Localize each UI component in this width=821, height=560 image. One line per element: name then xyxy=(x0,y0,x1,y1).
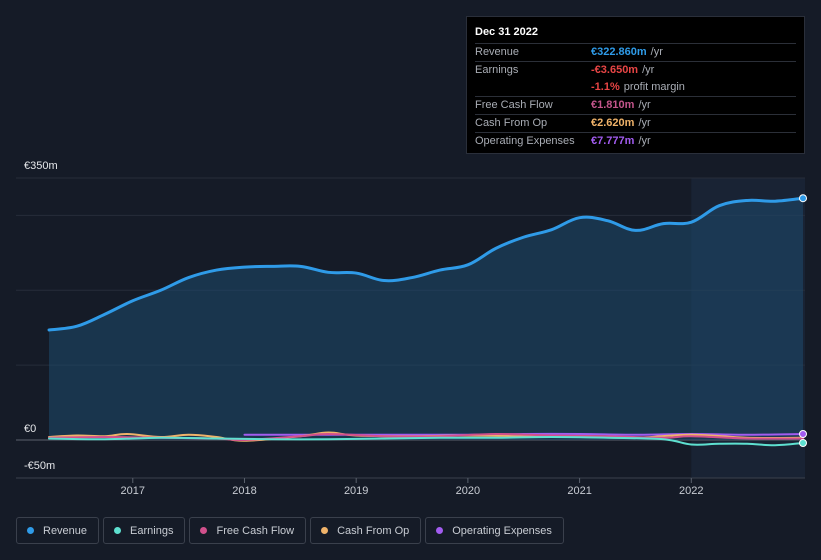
x-tick-label: 2017 xyxy=(121,485,145,497)
x-tick-label: 2020 xyxy=(456,485,480,497)
legend-label: Free Cash Flow xyxy=(216,524,295,537)
y-tick-label-zero: €0 xyxy=(24,423,37,435)
earnings-line xyxy=(48,436,804,447)
tooltip-row-unit: /yr xyxy=(638,135,651,147)
revenue-end-marker xyxy=(799,194,807,203)
tooltip-row: -1.1% profit margin xyxy=(475,79,796,96)
tooltip-row-unit: profit margin xyxy=(623,81,685,93)
legend-label: Earnings xyxy=(130,524,174,537)
legend-label: Cash From Op xyxy=(337,524,410,537)
revenue-area xyxy=(49,198,803,440)
legend-item-earnings[interactable]: Earnings xyxy=(103,517,186,544)
tooltip-row-label: Earnings xyxy=(475,64,519,76)
tooltip-row: Earnings -€3.650m/yr xyxy=(475,61,796,79)
legend-dot-icon xyxy=(436,527,444,534)
tooltip-row-value: €7.777m xyxy=(591,135,635,147)
x-tick-label: 2019 xyxy=(344,485,368,497)
data-tooltip: Dec 31 2022 Revenue €322.860m/yr Earnings -… xyxy=(466,16,805,154)
x-tick-label: 2021 xyxy=(567,485,591,497)
x-axis: 2017 2018 2019 2020 2021 2022 xyxy=(121,478,704,497)
tooltip-row-unit: /yr xyxy=(650,46,663,58)
y-tick-label-bottom: -€50m xyxy=(24,460,56,472)
legend-dot-icon xyxy=(114,527,122,534)
legend-dot-icon xyxy=(200,527,208,534)
tooltip-row-value: €1.810m xyxy=(591,99,635,111)
tooltip-row: Operating Expenses €7.777m/yr xyxy=(475,132,796,150)
tooltip-row: Cash From Op €2.620m/yr xyxy=(475,114,796,132)
legend-label: Revenue xyxy=(43,524,88,537)
legend-dot-icon xyxy=(321,527,329,534)
x-tick-label: 2022 xyxy=(679,485,703,497)
tooltip-row-label xyxy=(475,79,591,96)
legend-item-cash-from-op[interactable]: Cash From Op xyxy=(310,517,422,544)
tooltip-date: Dec 31 2022 xyxy=(475,26,538,38)
series-lines xyxy=(47,196,805,447)
tooltip-row-value: -€3.650m xyxy=(591,64,639,76)
y-tick-label-top: €350m xyxy=(24,160,58,172)
legend-item-revenue[interactable]: Revenue xyxy=(16,517,100,544)
tooltip-row-unit: /yr xyxy=(642,64,655,76)
legend-dot-icon xyxy=(27,527,34,534)
tooltip-row-label: Operating Expenses xyxy=(475,135,575,147)
revenue-line xyxy=(47,196,805,332)
legend-item-free-cash-flow[interactable]: Free Cash Flow xyxy=(189,517,307,544)
legend-item-operating-expenses[interactable]: Operating Expenses xyxy=(425,517,564,544)
tooltip-row-label: Cash From Op xyxy=(475,117,548,129)
series-areas xyxy=(49,198,803,440)
tooltip-row-value: €322.860m xyxy=(591,46,647,58)
tooltip-row-unit: /yr xyxy=(638,99,651,111)
earnings-end-marker xyxy=(799,438,807,447)
operating-expenses-end-marker xyxy=(799,430,807,439)
legend-label: Operating Expenses xyxy=(452,524,552,537)
tooltip-row-value: -1.1% xyxy=(591,81,620,93)
tooltip-row-value: €2.620m xyxy=(591,117,635,129)
x-tick-label: 2018 xyxy=(232,485,256,497)
legend: Revenue Earnings Free Cash Flow Cash From O… xyxy=(16,517,564,544)
tooltip-row: Revenue €322.860m/yr xyxy=(475,43,796,61)
tooltip-row-label: Free Cash Flow xyxy=(475,99,553,111)
tooltip-row: Free Cash Flow €1.810m/yr xyxy=(475,96,796,114)
series-end-markers xyxy=(799,194,807,447)
tooltip-rows: Revenue €322.860m/yr Earnings -€3.650m/yr -1… xyxy=(475,43,796,150)
tooltip-row-unit: /yr xyxy=(638,117,651,129)
tooltip-row-label: Revenue xyxy=(475,46,520,58)
